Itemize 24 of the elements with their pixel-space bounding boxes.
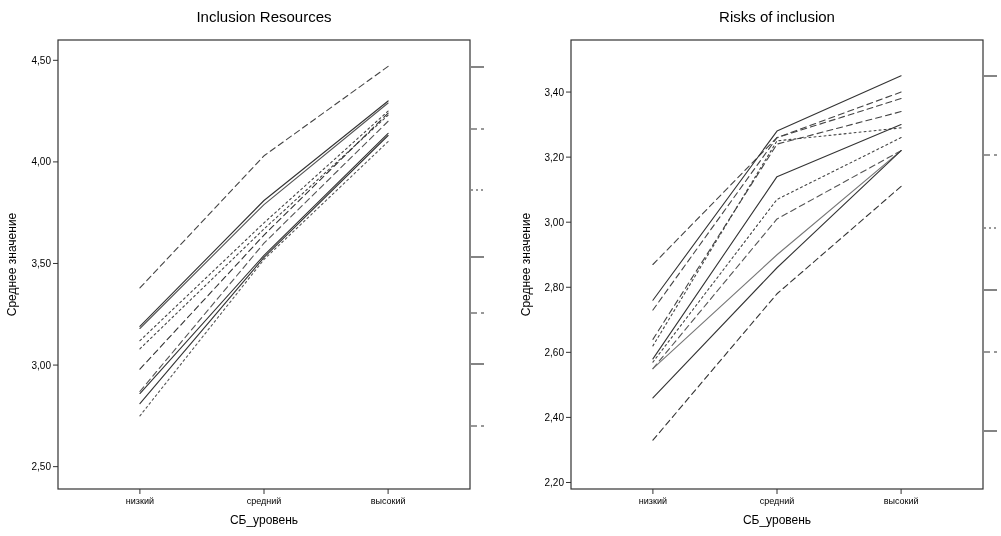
x-tick-label: высокий [370, 496, 406, 506]
x-tick-label: низкий [638, 496, 667, 506]
y-axis-title: Среднее значение [519, 212, 533, 317]
x-axis-title: СБ_уровень [742, 513, 812, 527]
x-tick-label: высокий [883, 496, 919, 506]
y-tick-label: 2,40 [544, 411, 565, 423]
chart-title: Risks of inclusion [719, 8, 835, 25]
x-tick-label: низкий [125, 496, 154, 506]
x-tick-label: средний [246, 496, 282, 506]
y-tick-label: 2,50 [31, 461, 52, 473]
y-tick-label: 2,80 [544, 281, 565, 293]
y-tick-label: 3,50 [31, 257, 52, 269]
y-axis-title: Среднее значение [5, 212, 19, 317]
y-tick-label: 4,50 [31, 54, 52, 66]
y-tick-label: 4,00 [31, 156, 52, 168]
y-tick-label: 2,60 [544, 346, 565, 358]
chart-title: Inclusion Resources [196, 8, 332, 25]
x-tick-label: средний [759, 496, 795, 506]
y-tick-label: 3,00 [31, 359, 52, 371]
y-tick-label: 3,40 [544, 86, 565, 98]
y-tick-label: 3,00 [544, 216, 565, 228]
y-tick-label: 3,20 [544, 151, 565, 163]
x-axis-title: СБ_уровень [229, 513, 299, 527]
y-tick-label: 2,20 [544, 476, 565, 488]
